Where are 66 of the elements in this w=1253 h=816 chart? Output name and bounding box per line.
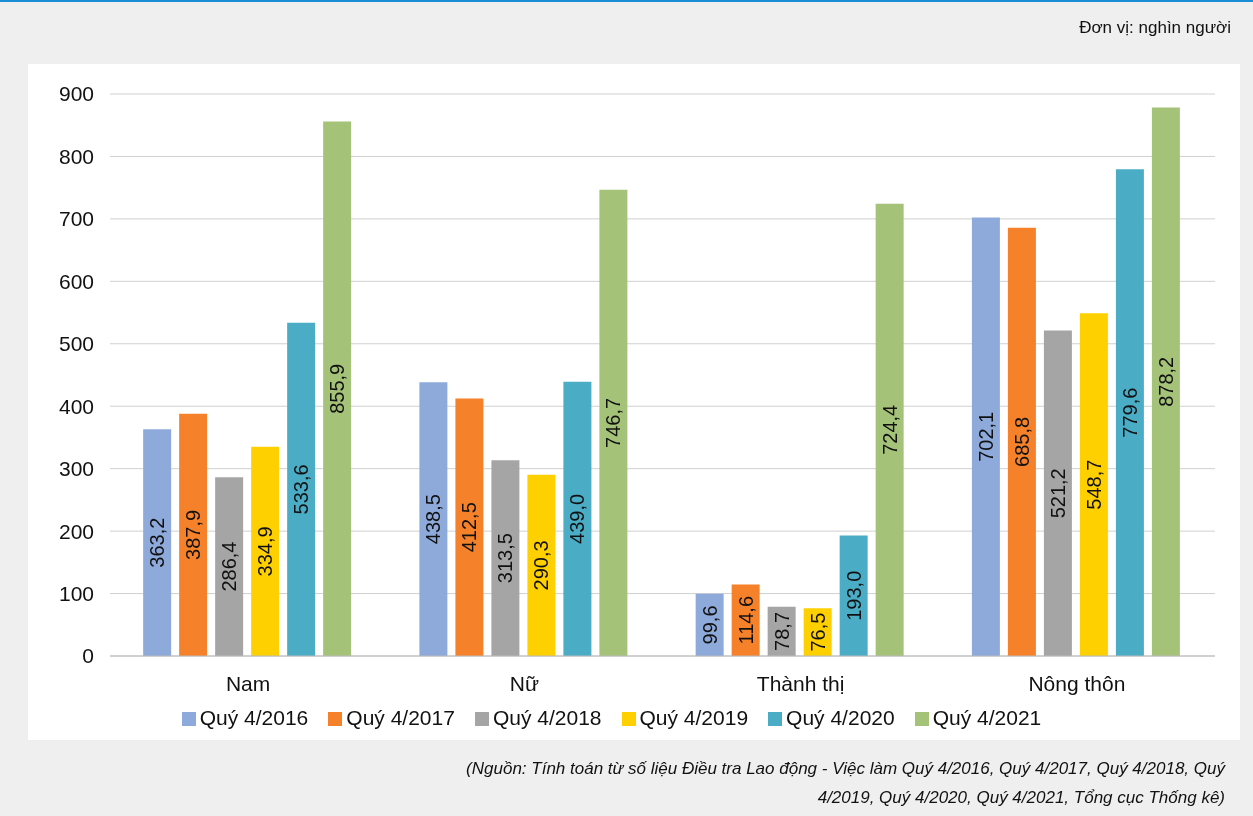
data-label: 193,0 xyxy=(842,570,865,621)
data-label: 412,5 xyxy=(458,502,481,553)
data-label: 855,9 xyxy=(326,363,349,414)
y-tick-label: 300 xyxy=(58,457,94,481)
bar xyxy=(491,460,520,656)
bar xyxy=(143,429,172,656)
bar xyxy=(527,474,556,656)
data-label: 290,3 xyxy=(530,540,553,591)
bar xyxy=(323,121,352,656)
data-label: 76,5 xyxy=(806,612,829,652)
bar xyxy=(971,217,1000,656)
data-label: 439,0 xyxy=(566,493,589,544)
y-tick-label: 200 xyxy=(58,519,94,543)
data-label: 548,7 xyxy=(1082,459,1105,510)
data-label: 779,6 xyxy=(1118,387,1141,438)
text: Đơn vị: nghìn người xyxy=(1079,18,1231,38)
y-tick-label: 100 xyxy=(58,582,94,606)
data-label: 313,5 xyxy=(494,533,517,584)
data-label: 685,8 xyxy=(1010,416,1033,467)
data-label: 438,5 xyxy=(422,494,445,545)
data-label: 878,2 xyxy=(1154,356,1177,407)
y-tick-label: 600 xyxy=(58,269,94,293)
y-tick-label: 400 xyxy=(58,394,94,418)
x-tick-label: Thành thị xyxy=(756,671,845,695)
bar xyxy=(1115,169,1144,656)
bar xyxy=(1043,330,1072,656)
data-label: 286,4 xyxy=(218,541,241,592)
bar xyxy=(563,381,592,656)
bar xyxy=(251,446,280,656)
legend-label: Quý 4/2017 xyxy=(346,706,455,729)
bar xyxy=(287,322,316,656)
data-label: 99,6 xyxy=(698,605,721,645)
bar xyxy=(215,477,244,656)
x-tick-label: Nông thôn xyxy=(1028,671,1126,695)
bar xyxy=(419,382,448,656)
y-tick-label: 0 xyxy=(82,644,94,668)
legend-label: Quý 4/2019 xyxy=(639,706,749,729)
y-tick-label: 800 xyxy=(58,144,94,168)
data-label: 533,6 xyxy=(290,464,313,515)
bar xyxy=(1007,227,1036,656)
x-tick-label: Nam xyxy=(225,671,271,695)
legend-label: Quý 4/2021 xyxy=(932,706,1042,729)
data-label: 334,9 xyxy=(254,526,277,577)
data-label: 114,6 xyxy=(734,595,757,645)
x-tick-label: Nữ xyxy=(509,671,539,695)
legend-label: Quý 4/2018 xyxy=(492,706,602,729)
text: (Nguồn: Tính toán từ số liệu Điều tra Lao động - Việc làm Quý 4/2016, Quý 4/2017, Quý 4/2018, Quý 4/2019, Quý 4/2020, Quý 4/2021, Tổng cục Thống kê) xyxy=(465,758,1225,809)
y-tick-label: 900 xyxy=(58,82,94,106)
y-tick-label: 700 xyxy=(58,207,94,231)
y-tick-label: 500 xyxy=(58,332,94,356)
legend-label: Quý 4/2020 xyxy=(786,706,895,729)
data-label: 78,7 xyxy=(770,611,793,651)
legend-label: Quý 4/2016 xyxy=(199,706,309,729)
bar xyxy=(179,413,208,656)
bar xyxy=(1079,313,1108,656)
data-label: 521,2 xyxy=(1046,468,1069,519)
bar xyxy=(875,203,904,656)
bar xyxy=(599,189,628,656)
data-label: 724,4 xyxy=(878,404,901,455)
data-label: 746,7 xyxy=(602,397,625,448)
data-label: 702,1 xyxy=(974,411,997,462)
bar xyxy=(1151,107,1180,656)
data-label: 363,2 xyxy=(146,517,169,568)
bar xyxy=(839,535,868,656)
bar xyxy=(455,398,484,656)
data-label: 387,9 xyxy=(182,509,205,560)
